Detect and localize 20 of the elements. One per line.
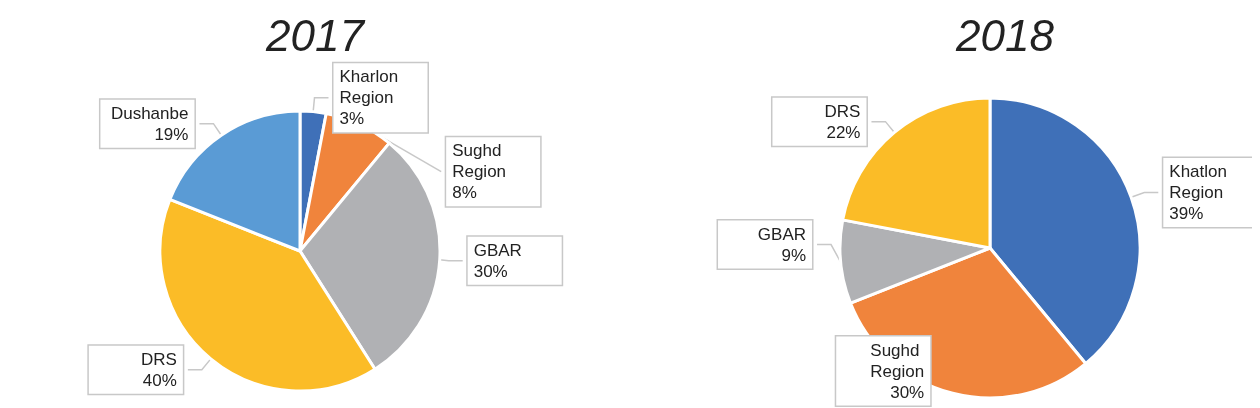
slice-label: Dushanbe xyxy=(110,103,189,123)
slice-label: DRS xyxy=(824,101,861,121)
slice-label: GBAR xyxy=(757,224,807,244)
data-label: 19% xyxy=(154,124,189,144)
data-label: 9% xyxy=(781,245,807,265)
data-label: 39% xyxy=(1169,203,1204,223)
slice-label: DRS xyxy=(140,349,177,369)
slice-label: Sughd Region xyxy=(452,141,507,182)
slice-label: Kharlon Region xyxy=(339,67,403,108)
data-label: 22% xyxy=(826,122,861,142)
chart-title: 2018 xyxy=(955,10,1055,60)
slice-label: Khatlon Region xyxy=(1169,161,1232,202)
slice-label: GBAR xyxy=(473,240,522,260)
data-label: 3% xyxy=(339,109,365,129)
data-label: 30% xyxy=(473,261,508,281)
chart-title: 2017 xyxy=(265,10,366,60)
data-label: 30% xyxy=(890,382,925,402)
slice-label: Sughd Region xyxy=(870,340,925,381)
data-label: 8% xyxy=(452,183,477,203)
data-label: 40% xyxy=(142,370,177,390)
